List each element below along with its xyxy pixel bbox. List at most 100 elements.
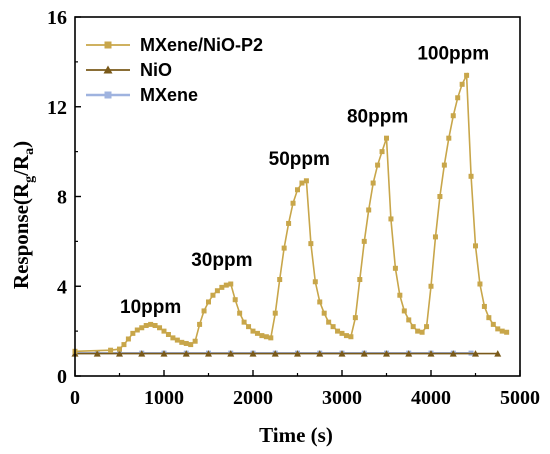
data-point	[139, 325, 145, 331]
data-point	[170, 335, 176, 341]
data-point	[241, 319, 247, 325]
data-point	[160, 350, 168, 357]
data-point	[299, 180, 305, 186]
data-point	[228, 281, 234, 287]
data-point	[486, 315, 492, 321]
data-point	[499, 328, 505, 334]
peak-label: 30ppm	[191, 250, 252, 271]
annotations: 10ppm 30ppm 50ppm 80ppm 100ppm	[120, 44, 489, 319]
data-point	[281, 245, 287, 251]
data-point	[338, 350, 346, 357]
data-point	[397, 292, 403, 298]
legend-label: NiO	[140, 60, 172, 80]
data-point	[121, 342, 127, 348]
peak-label: 50ppm	[269, 149, 330, 170]
x-tick-label: 1000	[144, 387, 184, 409]
data-point	[223, 282, 229, 288]
legend-marker	[104, 91, 112, 99]
data-point	[383, 350, 390, 357]
data-point	[348, 334, 354, 340]
data-point	[494, 350, 502, 357]
data-point	[441, 162, 447, 168]
data-point	[379, 149, 385, 155]
data-point	[326, 319, 332, 325]
plot-series	[71, 72, 510, 357]
data-point	[250, 328, 256, 334]
data-point	[117, 346, 122, 352]
data-point	[227, 350, 235, 357]
data-point	[321, 310, 327, 316]
data-point	[138, 350, 146, 357]
data-point	[361, 238, 367, 244]
data-point	[317, 299, 323, 305]
data-point	[268, 335, 274, 341]
data-point	[249, 350, 257, 357]
data-point	[449, 350, 457, 357]
data-point	[330, 324, 336, 330]
data-point	[370, 180, 376, 186]
data-point	[206, 299, 211, 305]
data-point	[468, 173, 474, 179]
y-tick-label: 0	[57, 366, 67, 388]
data-point	[312, 279, 318, 285]
data-point	[219, 284, 225, 290]
data-point	[271, 350, 279, 357]
data-point	[455, 95, 461, 101]
data-point	[201, 308, 207, 314]
data-point	[392, 265, 398, 271]
data-point	[192, 338, 198, 344]
y-tick-label: 8	[57, 187, 67, 209]
x-tick-label: 2000	[233, 387, 273, 409]
data-point	[339, 330, 345, 336]
data-point	[388, 216, 394, 222]
data-point	[490, 321, 496, 327]
x-tick-label: 3000	[322, 387, 362, 409]
peak-label: 80ppm	[347, 106, 408, 127]
data-point	[459, 81, 465, 87]
data-point	[357, 277, 363, 283]
data-point	[432, 234, 438, 240]
legend: MXene/NiO-P2 NiO MXene	[86, 35, 263, 105]
data-point	[210, 292, 216, 298]
legend-label: MXene	[140, 85, 198, 105]
data-point	[360, 350, 368, 357]
data-point	[343, 333, 349, 339]
data-point	[93, 350, 101, 357]
data-point	[450, 113, 456, 119]
x-tick-label: 5000	[500, 387, 540, 409]
data-point	[427, 350, 435, 357]
data-point	[130, 330, 136, 336]
axes: 0 1000 2000 3000 4000 5000 0 4 8 12 16	[47, 7, 540, 409]
data-point	[197, 321, 203, 327]
data-point	[495, 326, 501, 332]
data-point	[188, 342, 194, 348]
data-point	[303, 178, 309, 184]
data-point	[165, 331, 171, 337]
data-point	[174, 337, 180, 343]
data-point	[504, 329, 510, 335]
data-point	[143, 323, 149, 329]
data-point	[316, 350, 324, 357]
data-point	[419, 329, 425, 335]
data-point	[401, 308, 407, 314]
data-point	[335, 328, 341, 334]
legend-label: MXene/NiO-P2	[140, 35, 263, 55]
data-point	[464, 72, 470, 78]
x-tick-label: 4000	[411, 387, 451, 409]
data-point	[410, 324, 416, 330]
data-point	[424, 324, 430, 330]
data-point	[134, 327, 140, 333]
data-point	[290, 200, 296, 206]
data-point	[473, 243, 478, 249]
data-point	[157, 325, 163, 331]
data-point	[437, 194, 443, 199]
data-point	[375, 162, 381, 168]
data-point	[246, 324, 252, 330]
data-point	[182, 350, 190, 357]
data-point	[384, 135, 389, 141]
data-point	[116, 350, 123, 357]
data-point	[254, 330, 260, 336]
peak-label: 10ppm	[120, 297, 181, 318]
data-point	[481, 303, 487, 309]
